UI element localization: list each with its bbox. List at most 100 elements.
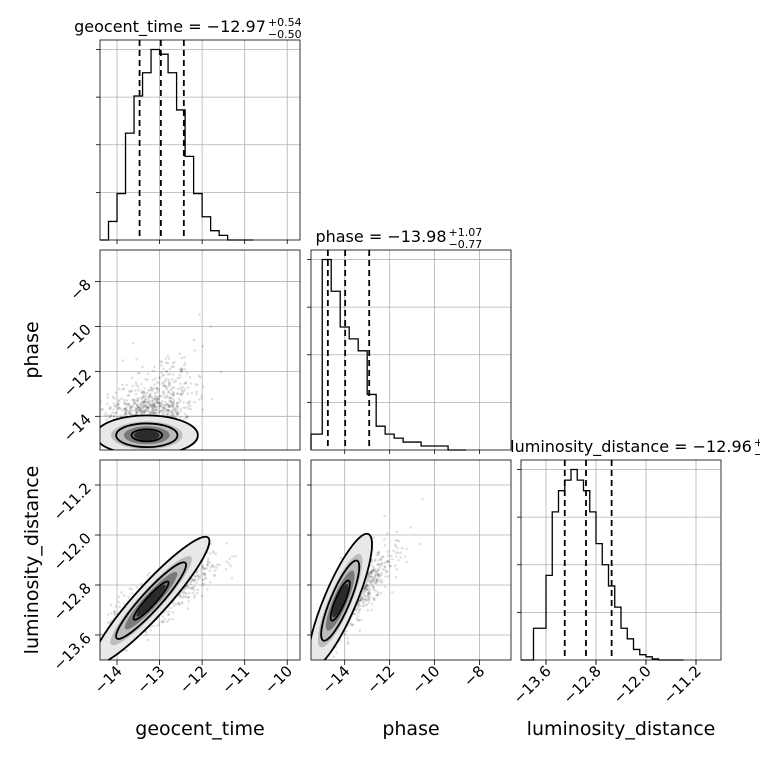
scatter-point <box>172 360 176 364</box>
scatter-point <box>162 393 166 396</box>
scatter-point <box>123 401 127 405</box>
x-axis-label: phase <box>382 718 439 740</box>
title-main: geocent_time = −12.97 <box>74 17 266 37</box>
scatter-point <box>375 579 379 582</box>
scatter-point <box>195 392 198 396</box>
scatter-point <box>367 601 371 604</box>
scatter-point <box>96 441 99 444</box>
scatter-point <box>400 546 404 550</box>
scatter-point <box>378 575 381 579</box>
scatter-point <box>365 579 369 583</box>
scatter-point <box>164 407 167 410</box>
scatter-point <box>137 405 140 409</box>
y-tick-label: −12.0 <box>50 529 95 574</box>
scatter-point <box>170 412 174 416</box>
scatter-point <box>200 578 204 581</box>
scatter-point <box>163 412 166 415</box>
scatter-point <box>186 386 190 389</box>
scatter-point <box>374 570 378 574</box>
scatter-point <box>173 407 176 411</box>
scatter-point <box>193 349 196 352</box>
scatter-point <box>112 408 115 411</box>
scatter-point <box>368 588 372 592</box>
scatter-point <box>230 576 234 580</box>
scatter-point <box>186 405 190 408</box>
scatter-point <box>380 578 384 582</box>
scatter-point <box>201 408 204 412</box>
scatter-point <box>133 398 136 401</box>
scatter-point <box>146 378 149 381</box>
scatter-point <box>164 400 167 404</box>
scatter-point <box>144 397 147 401</box>
scatter-point <box>153 405 157 408</box>
scatter-point <box>178 594 182 598</box>
scatter-point <box>149 411 152 415</box>
scatter-point <box>150 410 154 413</box>
scatter-point <box>117 387 121 391</box>
scatter-point <box>383 565 387 569</box>
scatter-point <box>396 551 400 555</box>
scatter-point <box>377 569 380 572</box>
scatter-point <box>95 424 98 427</box>
scatter-point <box>377 567 380 571</box>
x-tick-label: −10 <box>261 662 296 697</box>
scatter-point <box>201 344 204 348</box>
scatter-point <box>157 397 160 400</box>
scatter-point <box>148 404 152 408</box>
scatter-point <box>210 397 214 401</box>
scatter-point <box>202 582 206 585</box>
scatter-point <box>148 401 152 405</box>
scatter-point <box>178 373 182 377</box>
scatter-point <box>361 591 365 595</box>
scatter-point <box>124 403 128 407</box>
scatter-point <box>369 570 373 573</box>
scatter-point <box>370 560 374 564</box>
scatter-point <box>396 546 399 550</box>
scatter-point <box>149 404 153 408</box>
scatter-point <box>163 406 166 410</box>
scatter-point <box>155 624 159 628</box>
scatter-point <box>109 603 113 607</box>
scatter-point <box>171 404 175 408</box>
scatter-point <box>113 613 116 616</box>
scatter-point <box>377 550 381 554</box>
scatter-point <box>189 580 193 584</box>
scatter-point <box>136 405 140 409</box>
scatter-point <box>191 587 194 591</box>
scatter-point <box>370 570 373 574</box>
scatter-point <box>160 360 164 364</box>
x-tick-label: −12.8 <box>560 662 605 707</box>
scatter-point <box>121 387 125 391</box>
scatter-point <box>357 602 360 606</box>
scatter-point <box>358 629 361 632</box>
scatter-point <box>367 591 371 594</box>
scatter-point <box>128 405 132 408</box>
scatter-point <box>132 409 136 412</box>
scatter-point <box>366 577 370 581</box>
scatter-point <box>385 532 389 535</box>
scatter-point <box>186 401 189 405</box>
scatter-point <box>112 415 116 418</box>
scatter-point <box>165 385 169 389</box>
scatter-point <box>213 573 216 577</box>
scatter-point <box>153 394 157 398</box>
scatter-point <box>165 409 169 412</box>
scatter-point <box>135 404 139 407</box>
scatter-point <box>176 405 180 409</box>
scatter-point <box>351 623 355 627</box>
scatter-point <box>165 408 169 412</box>
scatter-point <box>195 591 199 595</box>
scatter-point <box>116 402 119 406</box>
scatter-point <box>332 655 336 658</box>
scatter-point <box>170 365 174 369</box>
scatter-point <box>153 411 157 414</box>
scatter-point <box>93 653 96 656</box>
y-axis-label: luminosity_distance <box>21 466 43 655</box>
scatter-point <box>183 361 187 365</box>
scatter-point <box>117 406 120 409</box>
scatter-point <box>114 391 117 394</box>
scatter-point <box>181 600 184 604</box>
scatter-point <box>148 394 152 398</box>
scatter-point <box>122 413 126 417</box>
